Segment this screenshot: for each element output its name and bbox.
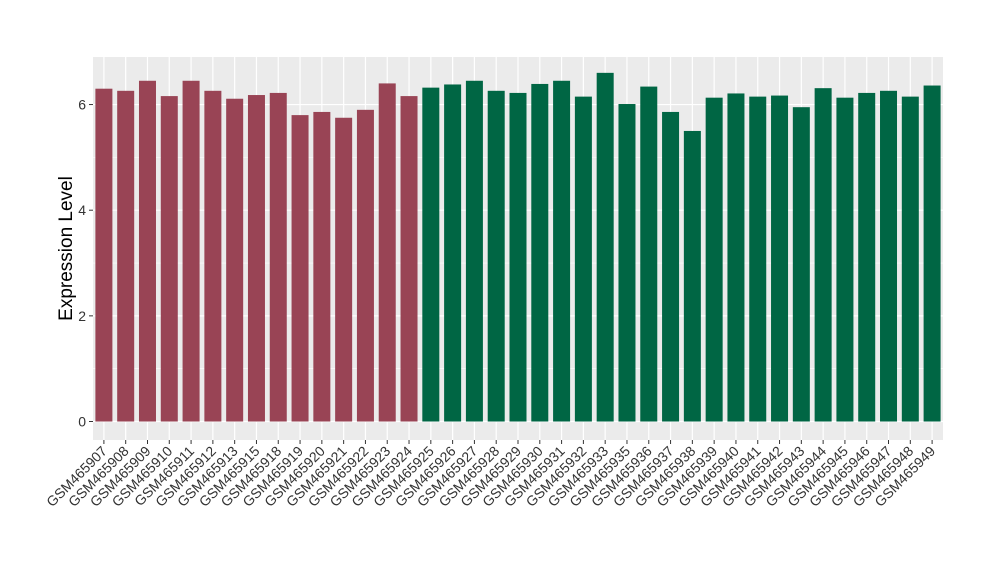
bar — [705, 97, 723, 422]
bar — [335, 117, 353, 422]
bar — [487, 90, 505, 422]
bar — [247, 95, 265, 422]
bar — [182, 80, 200, 422]
bar — [269, 92, 287, 422]
bar — [923, 85, 941, 422]
bar — [858, 92, 876, 422]
bar — [792, 107, 810, 422]
bar — [880, 90, 898, 422]
bar — [291, 115, 309, 422]
bar — [378, 83, 396, 422]
bar — [422, 87, 440, 422]
bar — [465, 80, 483, 422]
bar — [662, 111, 680, 422]
bar — [901, 96, 919, 422]
bar — [160, 96, 178, 422]
bar — [574, 96, 592, 422]
bar — [749, 96, 767, 422]
bar — [117, 90, 135, 422]
bar — [553, 80, 571, 422]
bar — [836, 97, 854, 422]
y-tick-label: 2 — [78, 308, 86, 324]
y-tick-label: 4 — [78, 202, 86, 218]
bar — [226, 98, 244, 422]
bar — [596, 72, 614, 422]
bar — [771, 95, 789, 422]
bar — [444, 84, 462, 422]
bar — [356, 109, 374, 422]
bar — [531, 83, 549, 422]
bar — [640, 86, 658, 422]
bar — [138, 80, 156, 422]
bar — [727, 93, 745, 422]
bar — [95, 88, 113, 422]
bar — [618, 104, 636, 422]
bar — [509, 92, 527, 422]
y-tick-label: 6 — [78, 97, 86, 113]
bar — [814, 88, 832, 422]
bar — [683, 130, 701, 422]
y-tick-label: 0 — [78, 414, 86, 430]
y-axis-title: Expression Level — [56, 176, 77, 321]
bar — [204, 90, 222, 422]
bar — [313, 111, 331, 422]
bar — [400, 96, 418, 422]
